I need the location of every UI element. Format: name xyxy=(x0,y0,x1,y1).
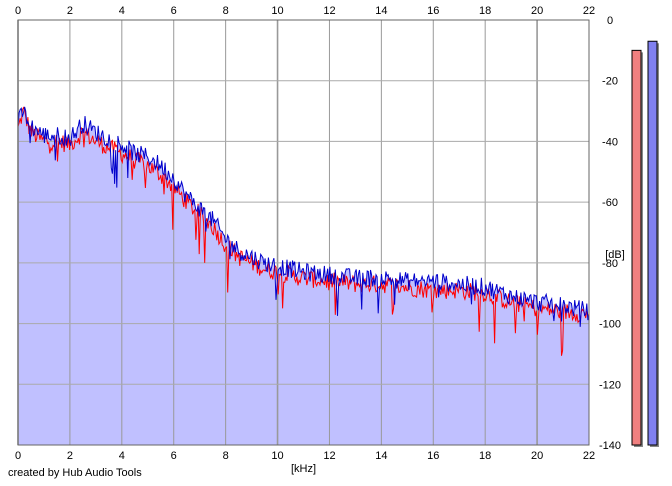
x-tick-label-bottom: 18 xyxy=(479,450,491,462)
x-tick-label-top: 18 xyxy=(479,5,491,17)
series-line-blue xyxy=(17,106,590,327)
y-tick-label: -120 xyxy=(599,379,621,391)
x-tick-label-bottom: 10 xyxy=(271,450,283,462)
x-tick-label-bottom: 2 xyxy=(67,450,73,462)
y-tick-label: -40 xyxy=(602,136,618,148)
x-tick-label-bottom: 4 xyxy=(119,450,125,462)
spectrum-fill-area xyxy=(18,106,589,446)
x-tick-label-top: 8 xyxy=(223,5,229,17)
x-tick-label-top: 2 xyxy=(67,5,73,17)
x-tick-label-bottom: 16 xyxy=(427,450,439,462)
y-tick-label: -140 xyxy=(599,440,621,452)
level-meter-bar xyxy=(631,49,642,446)
x-tick-label-top: 12 xyxy=(323,5,335,17)
y-tick-label: 0 xyxy=(607,15,613,27)
x-tick-label-bottom: 12 xyxy=(323,450,335,462)
x-tick-label-top: 16 xyxy=(427,5,439,17)
x-tick-label-top: 14 xyxy=(375,5,387,17)
x-tick-label-bottom: 8 xyxy=(223,450,229,462)
credit-text: created by Hub Audio Tools xyxy=(8,467,142,479)
y-tick-label: -80 xyxy=(602,258,618,270)
plot-frame xyxy=(17,19,590,446)
x-tick-label-top: 0 xyxy=(15,5,21,17)
x-tick-label-bottom: 20 xyxy=(531,450,543,462)
x-tick-label-top: 6 xyxy=(171,5,177,17)
y-tick-label: -60 xyxy=(602,197,618,209)
x-tick-label-bottom: 0 xyxy=(15,450,21,462)
x-tick-label-bottom: 6 xyxy=(171,450,177,462)
y-tick-label: -100 xyxy=(599,319,621,331)
x-tick-label-bottom: 22 xyxy=(583,450,595,462)
x-tick-label-top: 22 xyxy=(583,5,595,17)
x-tick-label-bottom: 14 xyxy=(375,450,387,462)
level-meter-bar xyxy=(647,40,658,446)
x-tick-label-top: 20 xyxy=(531,5,543,17)
x-tick-label-top: 4 xyxy=(119,5,125,17)
x-tick-label-top: 10 xyxy=(271,5,283,17)
x-axis-label: [kHz] xyxy=(291,463,316,475)
y-tick-label: -20 xyxy=(602,76,618,88)
y-axis-label: [dB] xyxy=(605,249,625,261)
